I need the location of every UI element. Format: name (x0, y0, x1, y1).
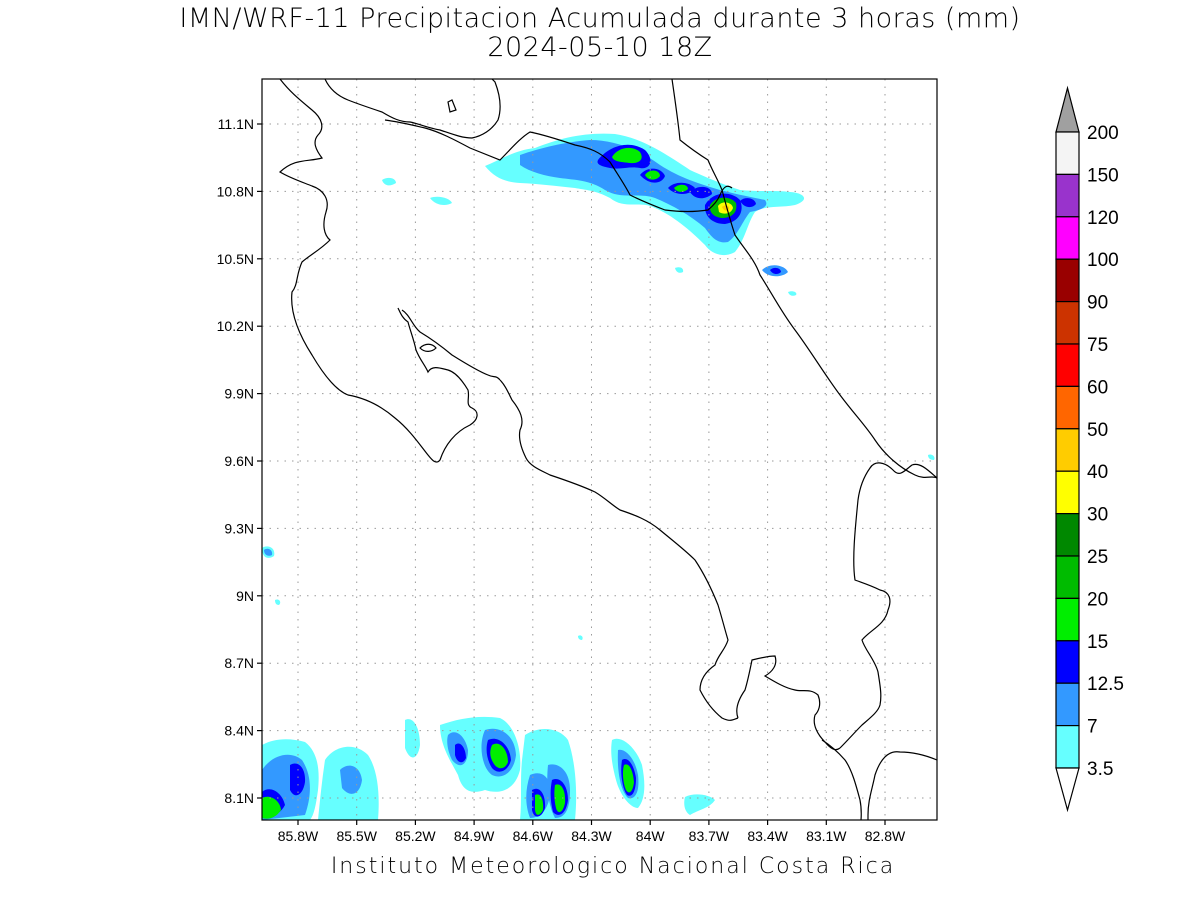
lon-tick-label: 84.9W (454, 828, 495, 844)
title-line-2: 2024-05-10 18Z (487, 32, 713, 63)
lat-tick-label: 10.2N (217, 318, 254, 334)
precip-area-sw-med (262, 754, 362, 820)
colorbar-swatch (1055, 470, 1080, 515)
nicaragua-lake-coast (324, 79, 501, 139)
colorbar-label: 60 (1087, 377, 1108, 398)
lake-island (447, 99, 457, 113)
nicaragua-pacific-coast (279, 79, 478, 463)
colorbar-swatch (1055, 343, 1080, 388)
precip-area-s-cells-green (490, 743, 634, 815)
colorbar-swatch (1055, 555, 1080, 600)
costa-rica-pacific-coast (499, 379, 739, 721)
precipitation-field (262, 133, 935, 820)
lon-tick-label: 84.3W (571, 828, 612, 844)
lat-tick-label: 8.1N (224, 790, 254, 806)
colorbar-swatch (1055, 173, 1080, 218)
panama-coast (839, 462, 937, 749)
lat-tick-label: 10.8N (217, 183, 254, 199)
map-frame (261, 78, 938, 821)
colorbar-under-triangle (1055, 767, 1080, 813)
osa-peninsula (736, 655, 841, 751)
longitude-axis: 85.8W 85.5W 85.2W 84.9W 84.6W 84.3W 84W 83.7W 83… (278, 820, 906, 844)
colorbar-swatch (1055, 682, 1080, 727)
lat-tick-label: 8.4N (224, 723, 254, 739)
nicaragua-costa-rica-border (384, 119, 733, 213)
map-gridlines (262, 79, 937, 820)
lon-tick-label: 85.5W (336, 828, 377, 844)
colorbar-swatch (1055, 428, 1080, 472)
lat-tick-label: 10.5N (217, 251, 254, 267)
gulf-inner-coast (821, 739, 862, 820)
colorbar-swatch (1055, 301, 1080, 345)
precip-area-sw-green (262, 796, 281, 819)
precip-area-north-med (520, 140, 767, 243)
colorbar-swatch (1055, 258, 1080, 303)
precip-area-east-blue (740, 198, 756, 208)
lon-tick-label: 85.8W (278, 828, 319, 844)
nicoya-inner-coast (401, 309, 501, 381)
colorbar-swatch (1055, 131, 1080, 176)
lat-tick-label: 11.1N (218, 116, 254, 132)
precip-area-north-green (612, 147, 642, 164)
colorbar-label: 30 (1087, 505, 1108, 526)
map-title: IMN/WRF-11 Precipitacion Acumulada duran… (0, 4, 1200, 62)
precip-area-east-cell-blue (770, 267, 781, 275)
lat-tick-label: 9.3N (224, 520, 254, 536)
panama-south-coast (867, 751, 937, 820)
colorbar-label: 25 (1087, 547, 1108, 568)
colorbar-swatch (1055, 216, 1080, 260)
footer-credit: Instituto Meteorologico Nacional Costa R… (330, 854, 896, 879)
colorbar-label: 50 (1087, 420, 1108, 441)
precip-area-speck-blue (264, 548, 273, 556)
colorbar-label: 3.5 (1087, 759, 1113, 780)
lat-tick-label: 9.6N (224, 453, 254, 469)
colorbar-label: 7 (1087, 717, 1098, 738)
lat-tick-label: 8.7N (224, 655, 254, 671)
coastlines (279, 79, 937, 820)
colorbar: 200 150 120 100 90 75 60 50 40 30 25 20 15 12.5 7 3.5 (1055, 85, 1124, 813)
lat-tick-label: 9N (236, 588, 254, 604)
caribbean-coast (671, 79, 937, 479)
colorbar-over-triangle (1055, 85, 1080, 133)
lon-tick-label: 82.8W (865, 828, 906, 844)
lon-tick-label: 83.4W (747, 828, 788, 844)
colorbar-swatch (1055, 597, 1080, 642)
colorbar-label: 75 (1087, 335, 1108, 356)
colorbar-swatch (1055, 640, 1080, 684)
nicoya-island (419, 343, 437, 352)
colorbar-label: 100 (1087, 250, 1119, 271)
colorbar-label: 150 (1087, 165, 1119, 186)
colorbar-label: 20 (1087, 589, 1108, 610)
colorbar-swatch (1055, 724, 1080, 769)
colorbar-label: 120 (1087, 208, 1119, 229)
lon-tick-label: 83.7W (689, 828, 730, 844)
colorbar-label: 12.5 (1087, 674, 1124, 695)
colorbar-label: 90 (1087, 293, 1108, 314)
lon-tick-label: 84W (636, 828, 666, 844)
colorbar-label: 40 (1087, 462, 1108, 483)
precip-area-specks (262, 177, 935, 640)
lat-tick-label: 9.9N (224, 386, 254, 402)
colorbar-label: 200 (1087, 123, 1119, 144)
colorbar-swatch (1055, 385, 1080, 430)
latitude-axis: 11.1N 10.8N 10.5N 10.2N 9.9N 9.6N 9.3N 9N 8.7N 8.… (217, 116, 262, 806)
colorbar-label: 15 (1087, 632, 1108, 653)
colorbar-swatch (1055, 512, 1080, 557)
title-line-1: IMN/WRF-11 Precipitacion Acumulada duran… (179, 3, 1021, 34)
lon-tick-label: 85.2W (395, 828, 436, 844)
lon-tick-label: 83.1W (806, 828, 847, 844)
lon-tick-label: 84.6W (513, 828, 554, 844)
precip-area-north-green-2 (645, 170, 688, 192)
